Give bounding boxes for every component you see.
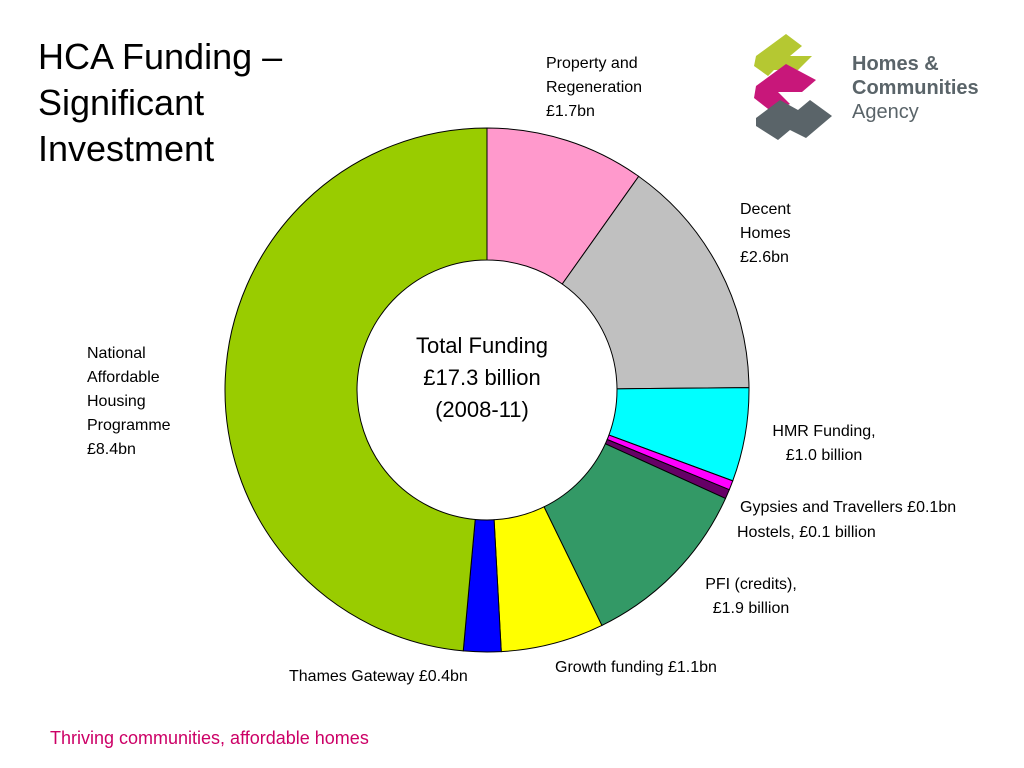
- slice-label-thames-gateway: Thames Gateway £0.4bn: [289, 668, 468, 685]
- donut-slice-1: [561, 175, 750, 390]
- logo-grey-shape: [756, 100, 832, 140]
- slice-label-national-affordable-housing: National Affordable Housing Programme £8…: [87, 345, 171, 458]
- slice-label-growth-funding: Growth funding £1.1bn: [555, 659, 717, 676]
- logo-line-3: Agency: [852, 101, 919, 123]
- slice-label-gypsies-travellers: Gypsies and Travellers £0.1bn: [740, 499, 957, 516]
- hca-logo-mark: [754, 34, 832, 140]
- slice-label-property-regeneration: Property and Regeneration £1.7bn: [546, 55, 643, 120]
- logo-wordmark: Homes & Communities Agency: [852, 52, 979, 124]
- logo-line-2: Communities: [852, 77, 979, 99]
- slice-label-decent-homes: Decent Homes £2.6bn: [740, 201, 791, 266]
- slide-title: HCA Funding – Significant Investment: [38, 36, 283, 169]
- footer-tagline: Thriving communities, affordable homes: [50, 728, 369, 748]
- slice-label-pfi-credits: PFI (credits), £1.9 billion: [705, 576, 797, 617]
- slice-label-hostels: Hostels, £0.1 billion: [737, 524, 876, 541]
- logo-line-1: Homes &: [852, 53, 939, 75]
- slice-label-hmr-funding: HMR Funding, £1.0 billion: [772, 423, 876, 464]
- logo-green-shape: [754, 34, 812, 76]
- donut-slice-8: [224, 127, 488, 652]
- logo-magenta-shape: [754, 64, 816, 112]
- donut-center-text: Total Funding £17.3 billion (2008-11): [415, 333, 549, 422]
